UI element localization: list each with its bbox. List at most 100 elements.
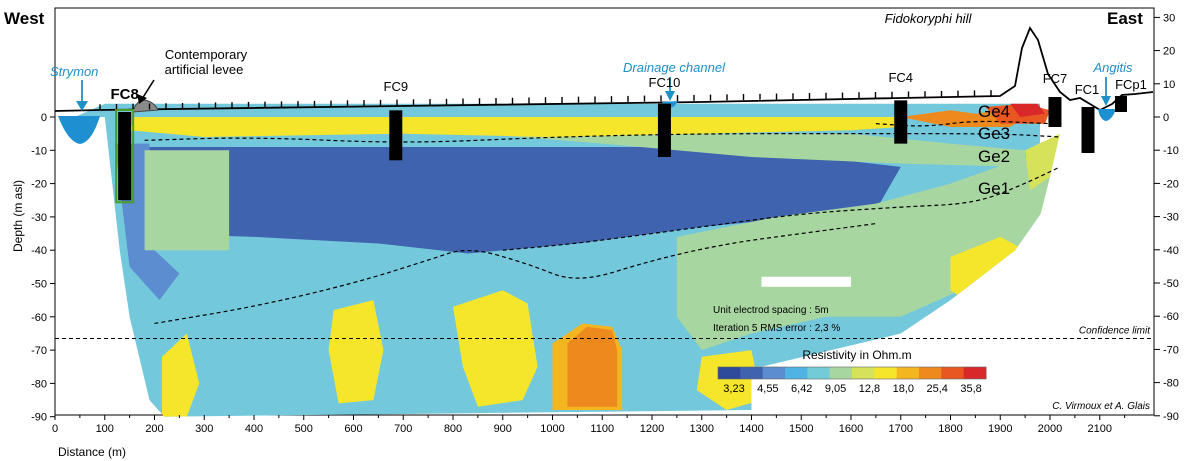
- unit-label: Ge1: [978, 179, 1010, 198]
- borehole-FC10: [657, 103, 671, 157]
- x-tick-label: 1100: [590, 423, 614, 435]
- colorbar-swatch: [807, 367, 831, 379]
- credit-label: C. Virmoux et A. Glais: [1052, 401, 1150, 412]
- x-tick-label: 2100: [1088, 423, 1112, 435]
- unit-labels: Ge4 Ge3 Ge2 Ge1: [978, 102, 1010, 198]
- drainage-arrowhead: [665, 91, 675, 101]
- y-tick-right-label: -80: [1163, 378, 1179, 390]
- borehole-label: FC9: [384, 79, 409, 94]
- y-tick-left-label: -90: [31, 412, 47, 424]
- borehole-FC9: [389, 110, 403, 161]
- y-tick-left-label: -10: [31, 145, 47, 157]
- x-tick-label: 400: [245, 423, 263, 435]
- y-tick-right-label: -50: [1163, 278, 1179, 290]
- resistivity-zone-12: [1025, 133, 1060, 191]
- strymon-label: Strymon: [50, 64, 98, 79]
- colorbar-label: 6,42: [791, 383, 812, 395]
- y-tick-right-label: -40: [1163, 245, 1179, 257]
- x-tick-label: 1600: [839, 423, 863, 435]
- y-axis-left: 0 -10 -20 -30 -40 -50 -60 -70 -80 -90: [31, 108, 56, 424]
- borehole-FC4: [894, 100, 908, 144]
- unit-label: Ge3: [978, 124, 1010, 143]
- levee-label-2: artificial levee: [165, 62, 244, 77]
- levee-arrow: [141, 79, 155, 100]
- x-tick-label: 2000: [1038, 423, 1062, 435]
- resistivity-section: [74, 103, 1060, 417]
- unit-label: Ge4: [978, 102, 1010, 121]
- resistivity-zone-6: [129, 117, 901, 137]
- y-tick-right-label: 0: [1163, 112, 1169, 124]
- electrode-ticks: [99, 90, 992, 111]
- borehole-label: FC8: [110, 86, 138, 103]
- section-gap-0: [761, 276, 851, 287]
- y-tick-left-label: -70: [31, 345, 47, 357]
- colorbar-label: 35,8: [960, 383, 981, 395]
- borehole-label: FC4: [888, 70, 913, 85]
- colorbar-swatch: [762, 367, 786, 379]
- y-tick-right-label: -60: [1163, 311, 1179, 323]
- x-tick-label: 800: [444, 423, 462, 435]
- confidence-limit-label: Confidence limit: [1079, 325, 1151, 336]
- x-tick-label: 1000: [540, 423, 564, 435]
- unit-label: Ge2: [978, 147, 1010, 166]
- y-tick-left-label: 0: [41, 112, 47, 124]
- colorbar-swatch: [740, 367, 764, 379]
- borehole-label: FC10: [649, 75, 681, 90]
- x-tick-label: 1400: [739, 423, 763, 435]
- angitis-label: Angitis: [1092, 60, 1133, 75]
- boundary-0: [875, 120, 1051, 127]
- resistivity-zone-5: [477, 133, 1026, 167]
- y-tick-left-label: -80: [31, 378, 47, 390]
- colorbar: 3,23 4,55 6,42 9,05 12,8 18,0 25,4 35,8: [717, 366, 987, 395]
- borehole-label: FCp1: [1115, 77, 1147, 92]
- drainage-label: Drainage channel: [623, 60, 726, 75]
- y-axis-label: Depth (m asl): [11, 180, 25, 252]
- levee-arrowhead: [137, 94, 147, 104]
- colorbar-swatch: [829, 367, 853, 379]
- y-tick-left-label: -20: [31, 179, 47, 191]
- x-tick-label: 0: [52, 423, 58, 435]
- colorbar-label: 12,8: [859, 383, 880, 395]
- x-tick-label: 1800: [938, 423, 962, 435]
- colorbar-label: 25,4: [926, 383, 947, 395]
- colorbar-label: 4,55: [757, 383, 778, 395]
- x-axis-label: Distance (m): [58, 445, 126, 459]
- x-tick-label: 700: [394, 423, 412, 435]
- x-tick-label: 300: [195, 423, 213, 435]
- resistivity-zone-17: [1010, 103, 1045, 117]
- colorbar-label: 3,23: [723, 383, 744, 395]
- hill-label: Fidokoryphi hill: [885, 11, 973, 26]
- y-tick-right-label: -10: [1163, 145, 1179, 157]
- borehole-labels: FC8 FC9 FC10 FC4 FC7 FC1 FCp1: [110, 70, 1146, 103]
- colorbar-frame: [717, 366, 987, 380]
- y-tick-right-label: 20: [1163, 46, 1175, 58]
- y-tick-right-label: 10: [1163, 79, 1175, 91]
- resistivity-zone-14: [567, 326, 618, 407]
- y-tick-left-label: -40: [31, 245, 47, 257]
- y-tick-right-label: -70: [1163, 344, 1179, 356]
- colorbar-title: Resistivity in Ohm.m: [802, 348, 911, 362]
- borehole-FCp1: [1115, 96, 1127, 112]
- x-tick-label: 200: [145, 423, 163, 435]
- colorbar-swatch: [919, 367, 942, 379]
- section-gaps: [761, 276, 851, 287]
- unit-boundaries: [144, 120, 1061, 325]
- strymon-arrowhead: [76, 101, 88, 111]
- y-tick-left-label: -50: [31, 279, 47, 291]
- boundary-1: [144, 133, 1060, 143]
- y-tick-right-label: -30: [1163, 212, 1179, 224]
- borehole-FC1: [1081, 107, 1095, 153]
- info-line-2: Iteration 5 RMS error : 2,3 %: [713, 323, 840, 334]
- x-tick-label: 100: [96, 423, 114, 435]
- resistivity-zone-8: [328, 300, 384, 404]
- boundary-3: [154, 222, 876, 325]
- colorbar-swatch: [941, 367, 965, 379]
- borehole-label: FC7: [1043, 71, 1068, 86]
- y-tick-right-label: -90: [1163, 411, 1179, 423]
- colorbar-label: 9,05: [825, 383, 846, 395]
- resistivity-zone-11: [162, 333, 200, 417]
- colorbar-swatch: [852, 367, 875, 379]
- x-tick-label: 900: [494, 423, 512, 435]
- y-axis-right: 30 20 10 0 -10 -20 -30 -40 -50 -60 -70 -80 -90: [1153, 8, 1179, 423]
